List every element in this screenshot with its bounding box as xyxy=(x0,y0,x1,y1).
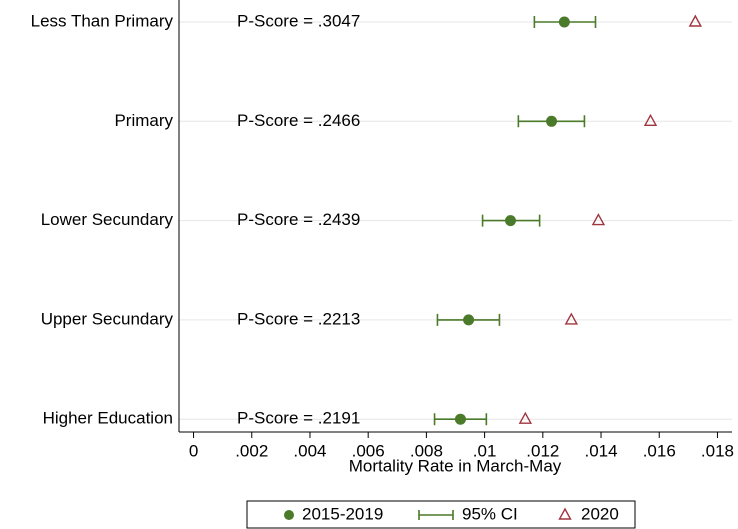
point-2015-2019 xyxy=(546,115,558,127)
legend-symbol xyxy=(284,510,294,520)
x-tick-label: .014 xyxy=(584,441,617,460)
x-tick-label: .006 xyxy=(352,441,385,460)
legend-symbol xyxy=(418,510,454,520)
point-2015-2019 xyxy=(558,16,570,28)
x-tick-label: .012 xyxy=(526,441,559,460)
point-2020 xyxy=(518,411,533,424)
legend-label: 95% CI xyxy=(462,504,518,523)
category-label: Higher Education xyxy=(43,409,173,428)
x-tick-label: .008 xyxy=(410,441,443,460)
x-tick-label: .002 xyxy=(235,441,268,460)
legend-label: 2020 xyxy=(581,504,619,523)
x-tick-label: .016 xyxy=(643,441,676,460)
x-tick-label: .01 xyxy=(473,441,497,460)
legend-label: 2015-2019 xyxy=(302,504,383,523)
x-tick-label: .004 xyxy=(293,441,326,460)
point-2020 xyxy=(643,113,658,126)
annotation: P-Score = .2466 xyxy=(237,111,360,130)
annotation: P-Score = .2439 xyxy=(237,210,360,229)
point-2015-2019 xyxy=(463,314,475,326)
x-tick-label: 0 xyxy=(189,441,198,460)
x-axis-title: Mortality Rate in March-May xyxy=(349,456,562,475)
x-tick-label: .018 xyxy=(701,441,734,460)
point-2015-2019 xyxy=(454,413,466,425)
legend-symbol xyxy=(558,507,572,520)
point-2015-2019 xyxy=(505,215,517,227)
annotation: P-Score = .3047 xyxy=(237,11,360,30)
category-label: Less Than Primary xyxy=(31,11,174,30)
point-2020 xyxy=(564,312,579,325)
annotation: P-Score = .2213 xyxy=(237,309,360,328)
point-2020 xyxy=(688,14,703,27)
annotation: P-Score = .2191 xyxy=(237,409,360,428)
category-label: Lower Secundary xyxy=(41,210,174,229)
category-label: Primary xyxy=(114,111,173,130)
point-2020 xyxy=(591,213,606,226)
category-label: Upper Secundary xyxy=(41,309,174,328)
